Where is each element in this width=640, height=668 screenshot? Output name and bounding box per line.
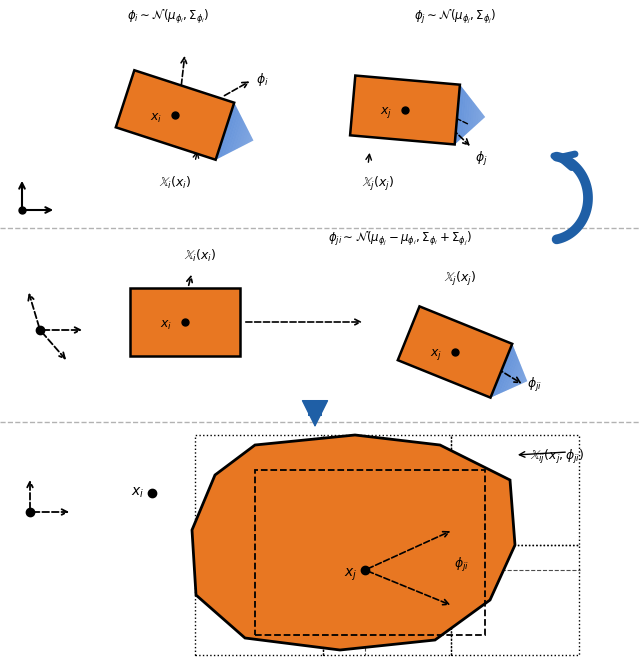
Polygon shape (475, 106, 479, 126)
Polygon shape (237, 125, 247, 148)
Polygon shape (247, 134, 252, 144)
Polygon shape (250, 138, 253, 142)
Polygon shape (398, 307, 512, 397)
Polygon shape (509, 363, 521, 389)
Text: $x_i$: $x_i$ (150, 112, 162, 124)
Polygon shape (518, 372, 525, 385)
Bar (323, 435, 451, 545)
Bar (195, 435, 323, 545)
Polygon shape (465, 96, 470, 136)
Text: $\phi_{ji} \sim \mathcal{N}(\mu_{\phi_j} - \mu_{\phi_i}, \Sigma_{\phi_i} + \Sigm: $\phi_{ji} \sim \mathcal{N}(\mu_{\phi_j}… (328, 230, 472, 248)
Bar (195, 545, 323, 655)
Polygon shape (477, 109, 481, 124)
Polygon shape (192, 435, 515, 650)
Text: $x_j$: $x_j$ (380, 106, 392, 120)
Polygon shape (515, 369, 524, 387)
Polygon shape (130, 288, 240, 356)
Polygon shape (457, 88, 464, 142)
Polygon shape (232, 118, 244, 152)
Text: $x_j$: $x_j$ (430, 347, 442, 363)
Polygon shape (350, 75, 460, 144)
Text: $\phi_j \sim \mathcal{N}(\mu_{\phi_j}, \Sigma_{\phi_j})$: $\phi_j \sim \mathcal{N}(\mu_{\phi_j}, \… (413, 8, 496, 26)
Polygon shape (219, 106, 237, 158)
Bar (323, 545, 451, 655)
Text: $\phi_{ji}$: $\phi_{ji}$ (527, 376, 542, 394)
Text: $\phi_i \sim \mathcal{N}(\mu_{\phi_i}, \Sigma_{\phi_i})$: $\phi_i \sim \mathcal{N}(\mu_{\phi_i}, \… (127, 8, 209, 26)
Text: $\mathbb{X}_{ij}(x_j, \phi_{ji})$: $\mathbb{X}_{ij}(x_j, \phi_{ji})$ (530, 448, 584, 466)
Polygon shape (512, 365, 522, 388)
Polygon shape (497, 350, 516, 395)
Polygon shape (462, 93, 468, 138)
Polygon shape (483, 114, 485, 120)
Text: $\phi_{ji}$: $\phi_{ji}$ (454, 556, 469, 574)
Polygon shape (493, 347, 515, 396)
Polygon shape (216, 103, 253, 160)
Text: $\mathbb{X}_i(x_i)$: $\mathbb{X}_i(x_i)$ (159, 175, 191, 191)
Text: $\mathbb{X}_j(x_j)$: $\mathbb{X}_j(x_j)$ (444, 270, 476, 288)
Polygon shape (503, 356, 518, 392)
Polygon shape (524, 378, 527, 383)
Polygon shape (235, 122, 245, 150)
Polygon shape (500, 353, 517, 393)
Polygon shape (470, 101, 475, 131)
Text: $\phi_i$: $\phi_i$ (256, 71, 269, 88)
Polygon shape (228, 116, 242, 154)
Text: $x_i$: $x_i$ (160, 319, 172, 331)
Polygon shape (460, 90, 466, 140)
Polygon shape (222, 109, 239, 156)
Polygon shape (506, 359, 520, 391)
Polygon shape (225, 112, 241, 155)
Polygon shape (472, 104, 477, 128)
Polygon shape (490, 344, 513, 397)
Polygon shape (467, 98, 472, 133)
Text: $\mathbb{X}_j(x_j)$: $\mathbb{X}_j(x_j)$ (362, 175, 394, 193)
Bar (255, 470, 485, 635)
Polygon shape (490, 344, 527, 397)
Polygon shape (454, 85, 462, 144)
Text: $\phi_j$: $\phi_j$ (475, 150, 488, 168)
Polygon shape (241, 128, 249, 147)
Polygon shape (480, 112, 483, 122)
Bar (451, 435, 579, 545)
Text: $\mathbb{X}_i(x_i)$: $\mathbb{X}_i(x_i)$ (184, 248, 216, 264)
Polygon shape (521, 375, 526, 384)
Polygon shape (116, 70, 234, 160)
Bar (451, 545, 579, 655)
Polygon shape (216, 103, 236, 160)
Polygon shape (454, 85, 485, 144)
Text: $x_j$: $x_j$ (344, 567, 357, 583)
Polygon shape (244, 131, 250, 146)
Text: $x_i$: $x_i$ (131, 486, 144, 500)
